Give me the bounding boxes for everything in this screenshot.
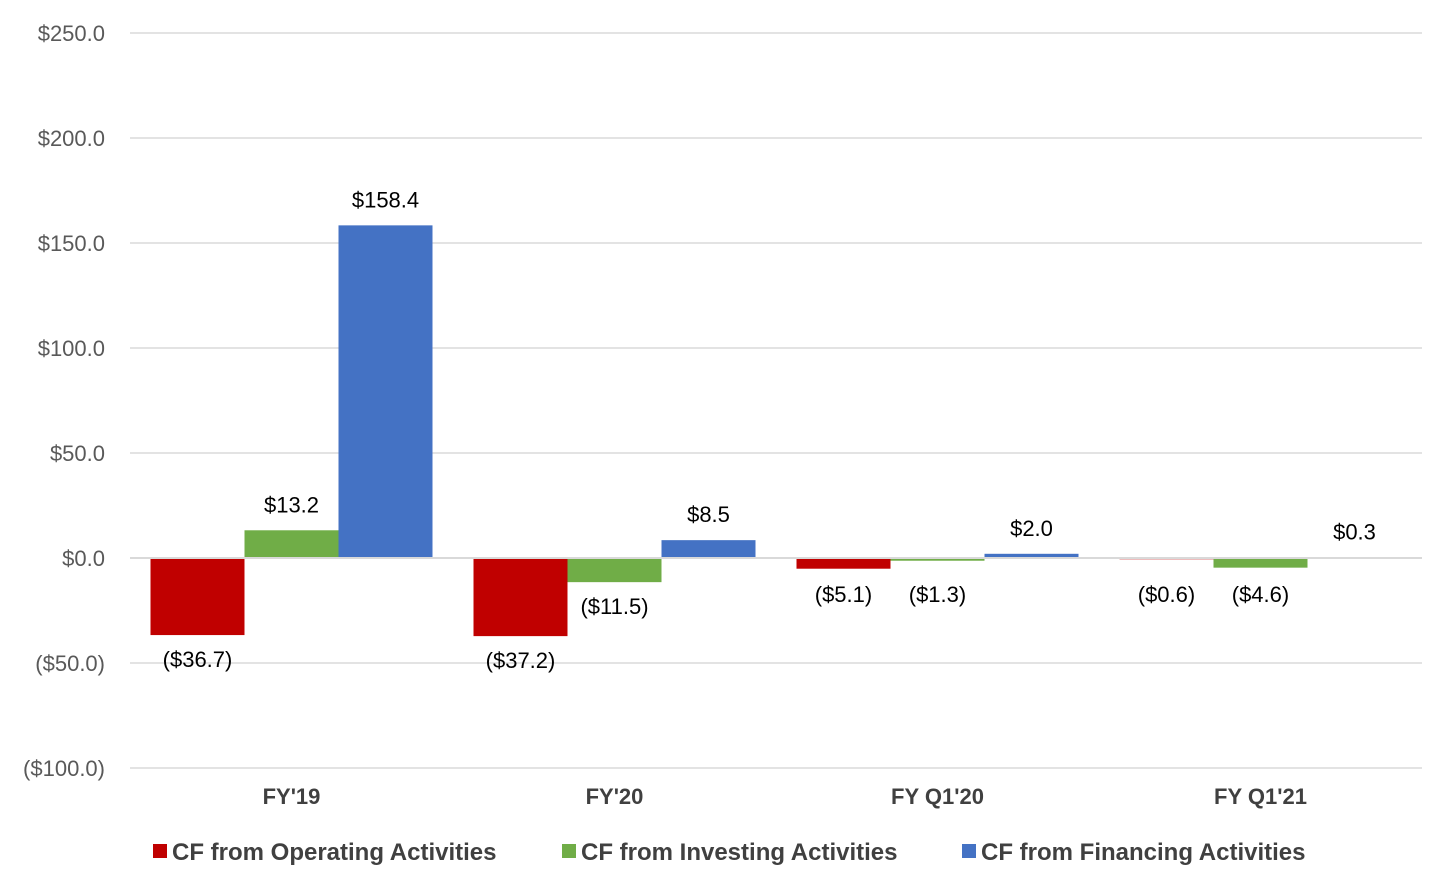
legend-swatch [153,844,167,858]
data-label: ($11.5) [580,594,648,619]
y-tick-label: $0.0 [62,546,105,571]
x-axis-categories: FY'19 FY'20 FY Q1'20 FY Q1'21 [263,784,1307,809]
y-tick-label: $150.0 [38,231,105,256]
legend-item: CF from Operating Activities [153,839,497,866]
bar-operating [796,558,891,569]
x-category-label: FY'19 [263,784,321,809]
legend-label: CF from Operating Activities [172,839,497,866]
data-label: ($0.6) [1138,582,1195,607]
x-category-label: FY Q1'21 [1214,784,1307,809]
data-label: $8.5 [687,502,730,527]
bar-operating [473,558,568,637]
y-tick-label: $50.0 [50,441,105,466]
gridlines [130,32,1422,769]
data-label: $158.4 [352,187,419,212]
legend-swatch [562,844,576,858]
data-label: ($5.1) [815,582,872,607]
bar-operating [150,558,245,636]
y-tick-label: $100.0 [38,336,105,361]
x-category-label: FY'20 [586,784,644,809]
data-labels: ($36.7) $13.2 $158.4 ($37.2) ($11.5) $8.5 ($5.… [163,187,1376,673]
data-label: $2.0 [1010,516,1053,541]
legend-label: CF from Financing Activities [981,839,1305,866]
bar-investing [890,558,985,561]
data-label: ($37.2) [486,648,556,673]
data-label: ($4.6) [1232,582,1289,607]
legend-swatch [962,844,976,858]
bar-financing [984,553,1079,558]
legend-item: CF from Investing Activities [562,839,898,866]
legend-label: CF from Investing Activities [581,839,898,866]
bar-investing [244,530,339,558]
bar-investing [567,558,662,583]
bar-financing [338,225,433,559]
y-tick-label: $250.0 [38,21,105,46]
y-tick-label: ($50.0) [35,651,105,676]
data-label: $0.3 [1333,519,1376,544]
data-label: ($36.7) [163,647,233,672]
legend: CF from Operating Activities CF from Inve… [153,839,1305,866]
bars [150,225,1402,637]
data-label: ($1.3) [909,582,966,607]
y-axis-ticks: $250.0 $200.0 $150.0 $100.0 $50.0 $0.0 ($50.0)… [23,21,105,781]
legend-item: CF from Financing Activities [962,839,1305,866]
y-tick-label: $200.0 [38,126,105,151]
y-tick-label: ($100.0) [23,756,105,781]
bar-investing [1213,558,1308,568]
data-label: $13.2 [264,492,319,517]
x-category-label: FY Q1'20 [891,784,984,809]
bar-financing [661,540,756,558]
